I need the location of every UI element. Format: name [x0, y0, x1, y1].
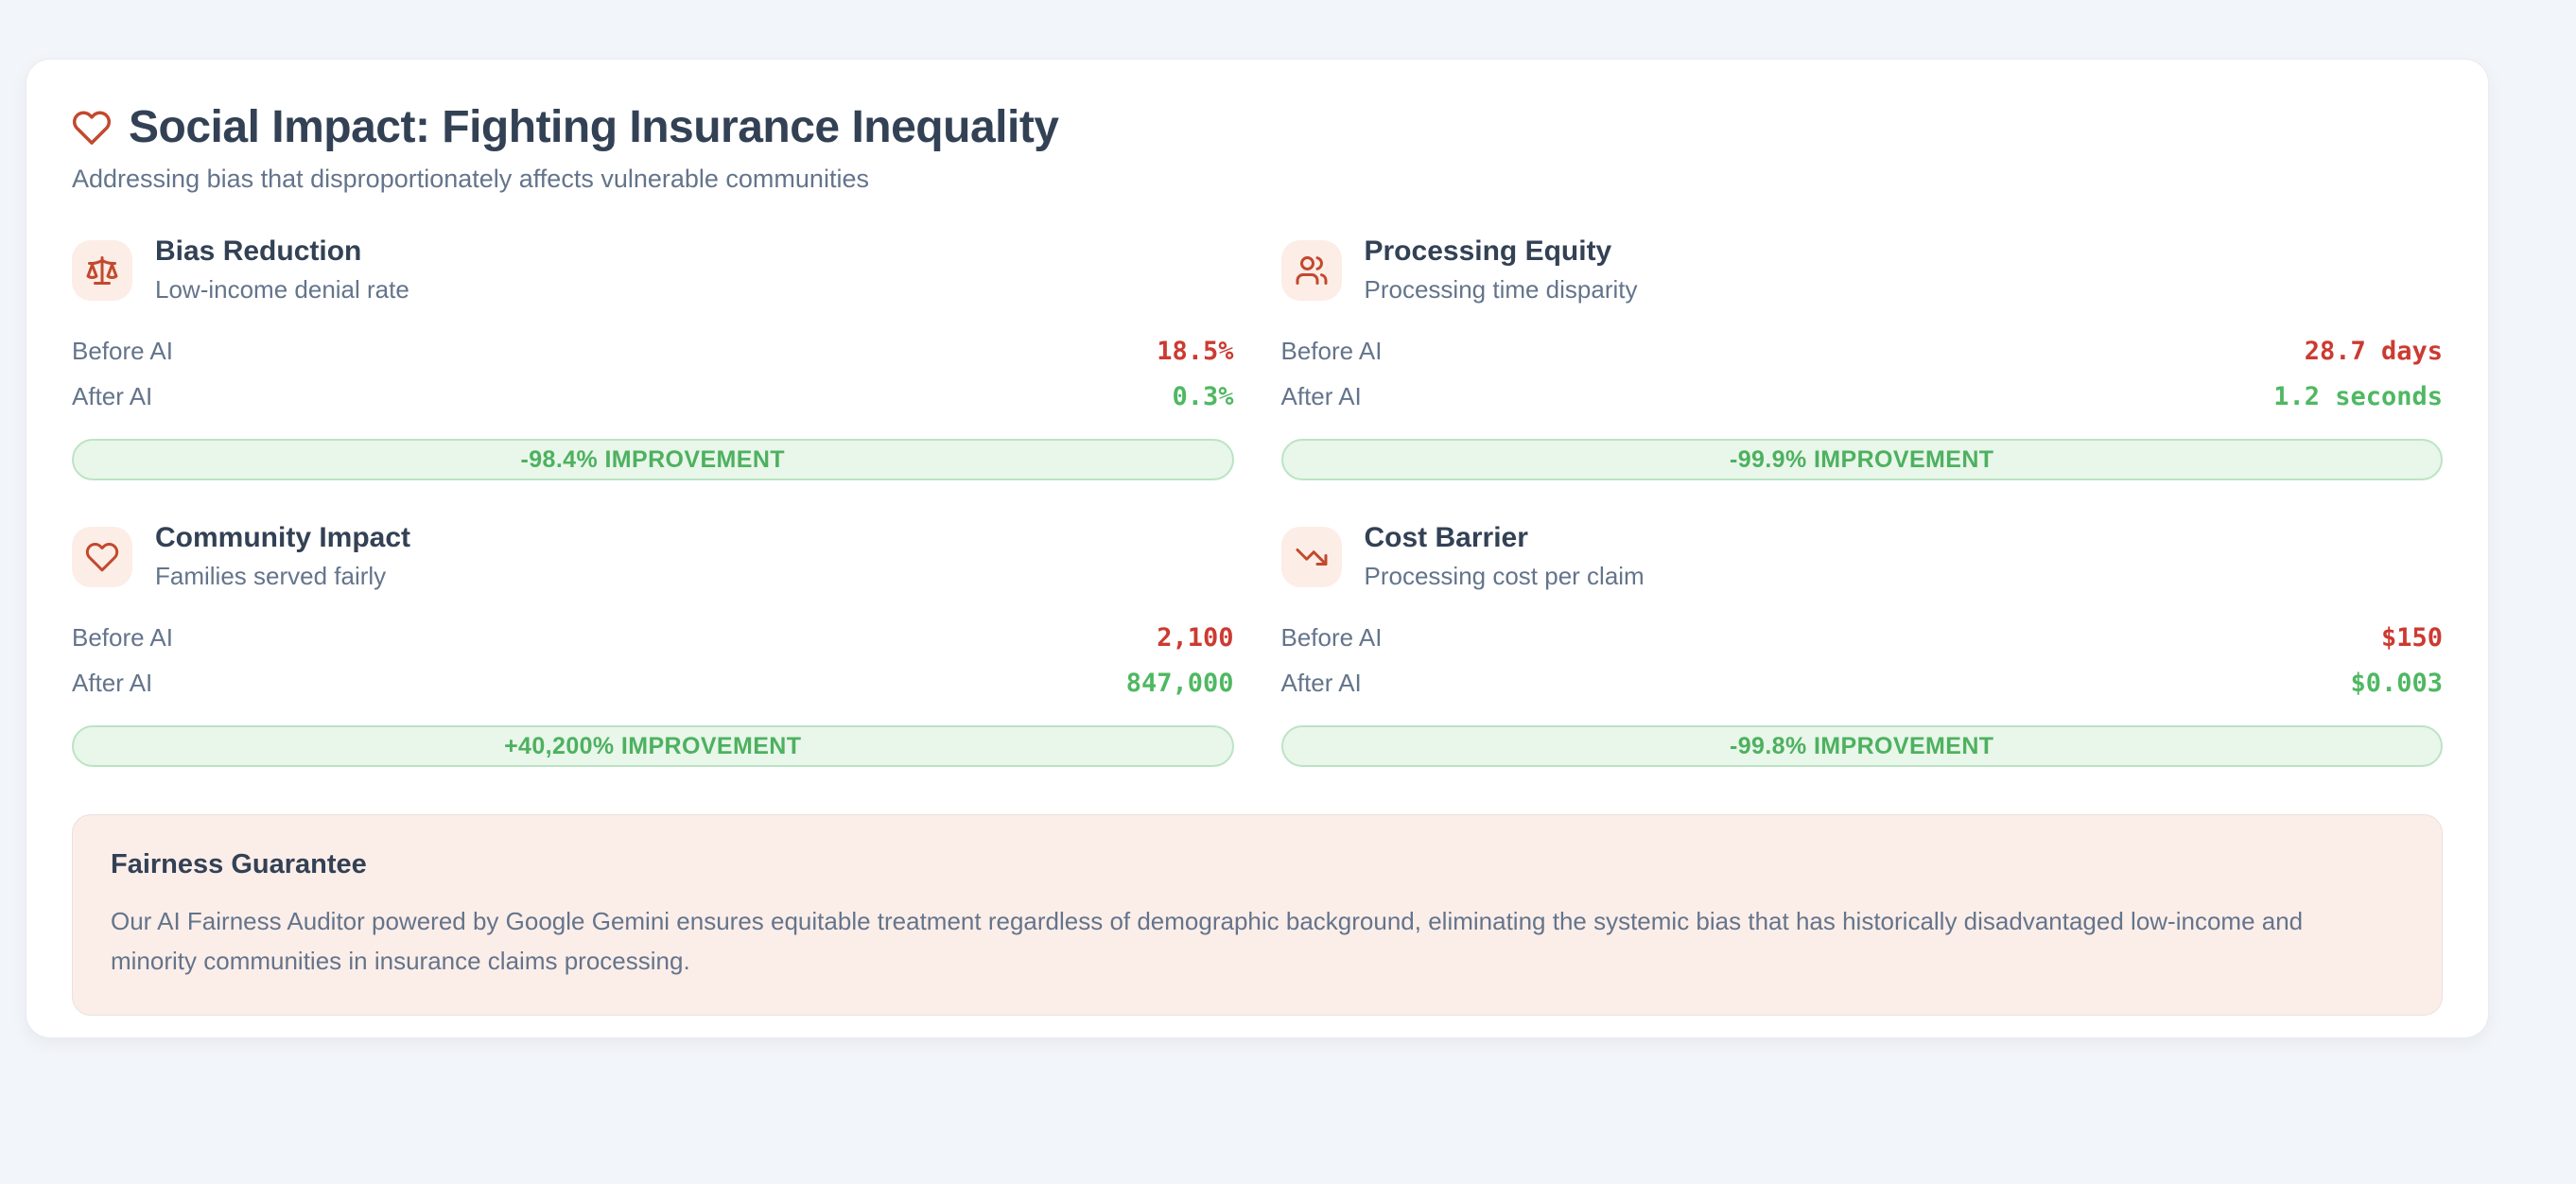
metric-title: Bias Reduction — [155, 235, 362, 267]
after-ai-value: 1.2 seconds — [2273, 381, 2443, 411]
after-ai-row: After AI 0.3% — [72, 380, 1234, 412]
improvement-badge: +40,200% IMPROVEMENT — [72, 725, 1234, 767]
after-ai-label: After AI — [72, 381, 153, 410]
metric-icon-chip — [72, 239, 132, 301]
metric-subtitle: Low-income denial rate — [155, 275, 409, 304]
metric-panel: Community Impact Families served fairly … — [72, 522, 1234, 767]
after-ai-label: After AI — [1280, 668, 1362, 697]
after-ai-row: After AI 1.2 seconds — [1281, 380, 2444, 412]
metric-heading-text: Community Impact Families served fairly — [155, 522, 410, 591]
metric-subtitle: Processing cost per claim — [1364, 562, 1645, 590]
after-ai-label: After AI — [1280, 381, 1362, 410]
fairness-title: Fairness Guarantee — [111, 849, 367, 879]
before-ai-row: Before AI 18.5% — [72, 335, 1234, 367]
metric-title: Processing Equity — [1364, 235, 1612, 267]
social-impact-card: Social Impact: Fighting Insurance Inequa… — [26, 59, 2489, 1038]
before-ai-label: Before AI — [1280, 622, 1383, 652]
metric-title: Cost Barrier — [1364, 522, 1528, 553]
metric-panel: Bias Reduction Low-income denial rate Be… — [72, 235, 1234, 480]
before-ai-value: 2,100 — [1157, 622, 1234, 653]
metric-panel: Processing Equity Processing time dispar… — [1280, 235, 2444, 480]
metric-heading-text: Processing Equity Processing time dispar… — [1365, 235, 1638, 305]
metric-subtitle: Families served fairly — [155, 562, 387, 590]
trending-down-icon — [1296, 548, 1327, 566]
metric-icon-chip — [72, 526, 132, 587]
before-ai-value: 18.5% — [1157, 336, 1234, 366]
before-ai-row: Before AI $150 — [1281, 621, 2444, 653]
before-ai-label: Before AI — [1280, 336, 1383, 365]
metric-icon-chip — [1280, 526, 1342, 587]
after-ai-row: After AI 847,000 — [72, 667, 1234, 699]
metric-subtitle: Processing time disparity — [1364, 275, 1638, 304]
before-ai-value: 28.7 days — [2304, 336, 2443, 366]
before-ai-label: Before AI — [72, 622, 173, 652]
before-ai-row: Before AI 28.7 days — [1281, 335, 2444, 367]
improvement-badge: -98.4% IMPROVEMENT — [72, 439, 1234, 480]
after-ai-value: 0.3% — [1172, 381, 1234, 411]
metric-heading-text: Cost Barrier Processing cost per claim — [1365, 522, 1645, 591]
page-title: Social Impact: Fighting Insurance Inequa… — [129, 102, 1059, 152]
before-ai-row: Before AI 2,100 — [72, 621, 1234, 653]
fairness-body: Our AI Fairness Auditor powered by Googl… — [111, 907, 2304, 975]
improvement-badge: -99.9% IMPROVEMENT — [1280, 439, 2443, 480]
scale-icon — [86, 255, 118, 285]
after-ai-value: $0.003 — [2350, 668, 2443, 698]
metric-heading-text: Bias Reduction Low-income denial rate — [155, 235, 409, 305]
before-ai-label: Before AI — [72, 336, 173, 365]
heart-icon — [72, 111, 112, 145]
metric-header: Community Impact Families served fairly — [72, 522, 1234, 591]
users-icon — [1296, 255, 1327, 285]
after-ai-row: After AI $0.003 — [1281, 667, 2444, 699]
page-subtitle: Addressing bias that disproportionately … — [72, 165, 869, 193]
metric-header: Processing Equity Processing time dispar… — [1280, 235, 2444, 305]
metric-title: Community Impact — [155, 522, 411, 553]
improvement-badge: -99.8% IMPROVEMENT — [1280, 725, 2443, 767]
heart-icon — [85, 542, 119, 571]
after-ai-label: After AI — [72, 668, 153, 697]
after-ai-value: 847,000 — [1125, 668, 1234, 698]
metric-icon-chip — [1280, 239, 1342, 301]
fairness-guarantee-card: Fairness Guarantee Our AI Fairness Audit… — [72, 814, 2443, 1016]
card-header: Social Impact: Fighting Insurance Inequa… — [72, 101, 2443, 153]
metrics-grid: Bias Reduction Low-income denial rate Be… — [72, 235, 2443, 767]
before-ai-value: $150 — [2380, 622, 2443, 653]
metric-header: Bias Reduction Low-income denial rate — [72, 235, 1234, 305]
metric-panel: Cost Barrier Processing cost per claim B… — [1280, 522, 2444, 767]
metric-header: Cost Barrier Processing cost per claim — [1280, 522, 2444, 591]
